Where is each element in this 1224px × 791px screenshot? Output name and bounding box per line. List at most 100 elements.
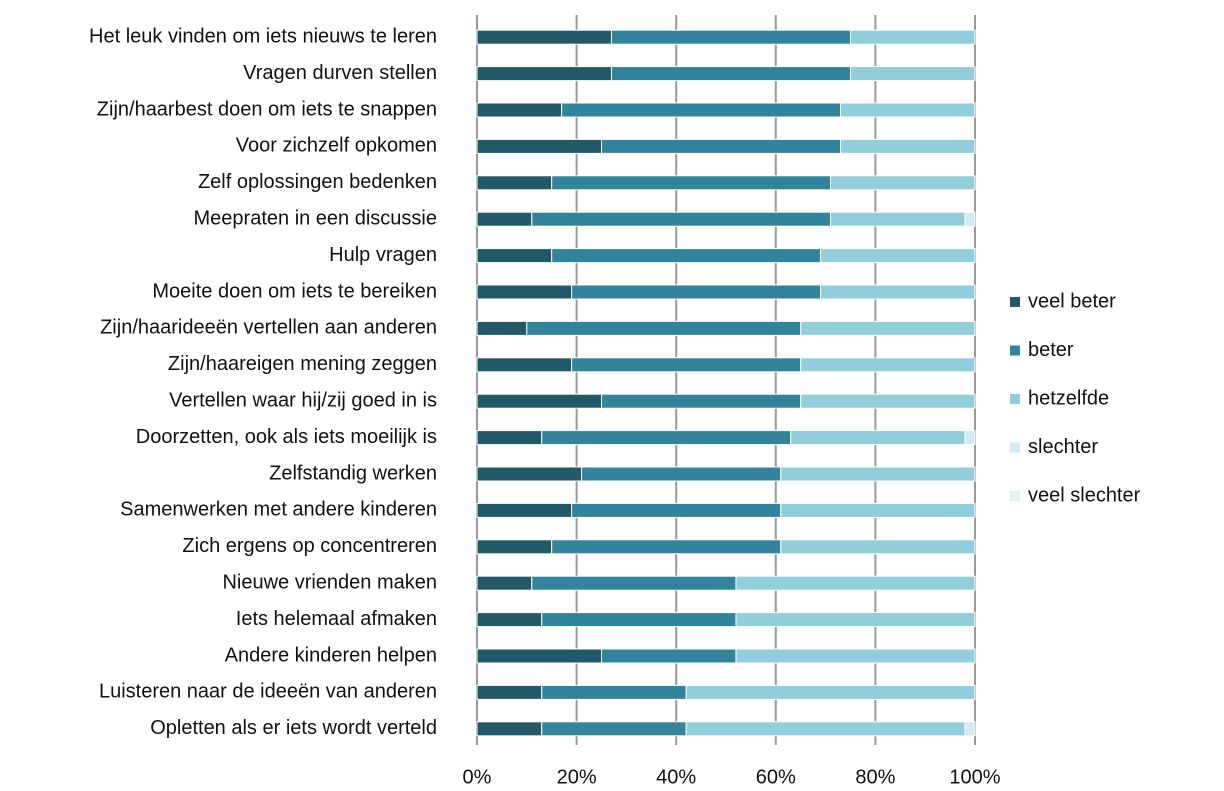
legend-swatch xyxy=(1010,297,1020,307)
legend-label: beter xyxy=(1028,339,1074,361)
bar-segment xyxy=(476,466,583,482)
legend-swatch xyxy=(1010,394,1020,404)
bar-segment xyxy=(581,466,782,482)
bar-segment xyxy=(800,357,976,373)
legend-label: slechter xyxy=(1028,436,1098,458)
bar-segment xyxy=(541,684,687,700)
y-tick-label: Zelf oplossingen bedenken xyxy=(198,171,437,193)
bar-segment xyxy=(476,575,533,591)
bar-segment xyxy=(476,138,602,154)
bar-segment xyxy=(850,66,976,82)
bar-segment xyxy=(840,102,976,118)
bar-segment xyxy=(476,29,612,45)
bar-segment xyxy=(541,721,687,737)
bar-segment xyxy=(780,539,976,555)
bar-segment xyxy=(610,66,852,82)
y-tick-label: Andere kinderen helpen xyxy=(225,644,437,666)
bar-segment xyxy=(830,211,966,227)
x-tick-label: 0% xyxy=(463,766,492,788)
bar-segment xyxy=(820,248,976,264)
y-tick-label: Doorzetten, ook als iets moeilijk is xyxy=(136,426,437,448)
y-tick-label: Zich ergens op concentreren xyxy=(182,535,437,557)
bar-segment xyxy=(790,430,966,446)
bar-segment xyxy=(735,575,976,591)
legend-label: veel beter xyxy=(1028,290,1116,312)
bar-segment xyxy=(476,357,573,373)
bar-segment xyxy=(850,29,976,45)
bar-segment xyxy=(551,539,782,555)
bar-segment xyxy=(571,357,802,373)
y-tick-label: Hulp vragen xyxy=(329,244,437,266)
bar-segment xyxy=(820,284,976,300)
bar-segment xyxy=(476,66,612,82)
y-tick-label: Zijn/haarbest doen om iets te snappen xyxy=(97,98,437,120)
legend-swatch xyxy=(1010,491,1020,501)
legend-swatch xyxy=(1010,442,1020,453)
legend-label: hetzelfde xyxy=(1028,387,1109,409)
bar-segment xyxy=(476,430,543,446)
bar-segment xyxy=(780,466,976,482)
x-tick-label: 60% xyxy=(756,766,796,788)
bar-segment xyxy=(531,211,832,227)
bar-segment xyxy=(476,539,553,555)
bar-segment xyxy=(476,175,553,191)
bar-segment xyxy=(476,211,533,227)
bar-segment xyxy=(735,648,976,664)
bar-segment xyxy=(476,393,602,409)
bar-segment xyxy=(800,320,976,336)
bar-segment xyxy=(601,648,737,664)
bar-segment xyxy=(964,721,976,737)
bar-segment xyxy=(571,284,822,300)
bar-segment xyxy=(964,211,976,227)
y-tick-label: Het leuk vinden om iets nieuws te leren xyxy=(89,25,437,47)
x-tick-label: 40% xyxy=(656,766,696,788)
y-tick-label: Meepraten in een discussie xyxy=(194,207,437,229)
bar-segment xyxy=(531,575,737,591)
bar-segment xyxy=(780,502,976,518)
y-tick-label: Zelfstandig werken xyxy=(269,462,437,484)
y-tick-label: Vertellen waar hij/zij goed in is xyxy=(169,389,437,411)
bar-segment xyxy=(551,248,822,264)
bar-segment xyxy=(551,175,832,191)
y-tick-label: Voor zichzelf opkomen xyxy=(236,135,437,157)
bar-segment xyxy=(476,320,528,336)
y-tick-label: Luisteren naar de ideeën van anderen xyxy=(99,681,437,703)
bar-segment xyxy=(541,430,792,446)
y-tick-label: Opletten als er iets wordt verteld xyxy=(150,717,437,739)
bar-segment xyxy=(735,612,976,628)
bar-segment xyxy=(476,648,602,664)
y-tick-label: Iets helemaal afmaken xyxy=(236,608,437,630)
bar-segment xyxy=(476,721,543,737)
bar-segment xyxy=(476,284,573,300)
bar-segment xyxy=(476,248,553,264)
bar-segment xyxy=(601,138,842,154)
legend-swatch xyxy=(1010,345,1020,356)
y-tick-label: Vragen durven stellen xyxy=(243,62,437,84)
bar-segment xyxy=(830,175,976,191)
bar-segment xyxy=(685,684,976,700)
bar-segment xyxy=(840,138,976,154)
y-tick-label: Nieuwe vrienden maken xyxy=(222,571,437,593)
bar-segment xyxy=(964,430,976,446)
bar-segment xyxy=(561,102,842,118)
bar-segment xyxy=(476,502,573,518)
bar-segment xyxy=(601,393,802,409)
bar-segment xyxy=(476,102,563,118)
legend-label: veel slechter xyxy=(1028,484,1141,506)
bar-segment xyxy=(800,393,976,409)
x-tick-label: 20% xyxy=(557,766,597,788)
y-tick-label: Samenwerken met andere kinderen xyxy=(120,499,437,521)
x-tick-label: 100% xyxy=(949,766,1000,788)
bar-segment xyxy=(476,612,543,628)
bar-segment xyxy=(526,320,802,336)
bar-segment xyxy=(476,684,543,700)
bar-segment xyxy=(685,721,966,737)
y-tick-label: Zijn/haarideeën vertellen aan anderen xyxy=(100,317,437,339)
bar-segment xyxy=(571,502,782,518)
bar-segment xyxy=(541,612,737,628)
y-tick-label: Zijn/haareigen mening zeggen xyxy=(168,353,437,375)
x-tick-label: 80% xyxy=(855,766,895,788)
bar-segment xyxy=(610,29,852,45)
y-tick-label: Moeite doen om iets te bereiken xyxy=(152,280,437,302)
